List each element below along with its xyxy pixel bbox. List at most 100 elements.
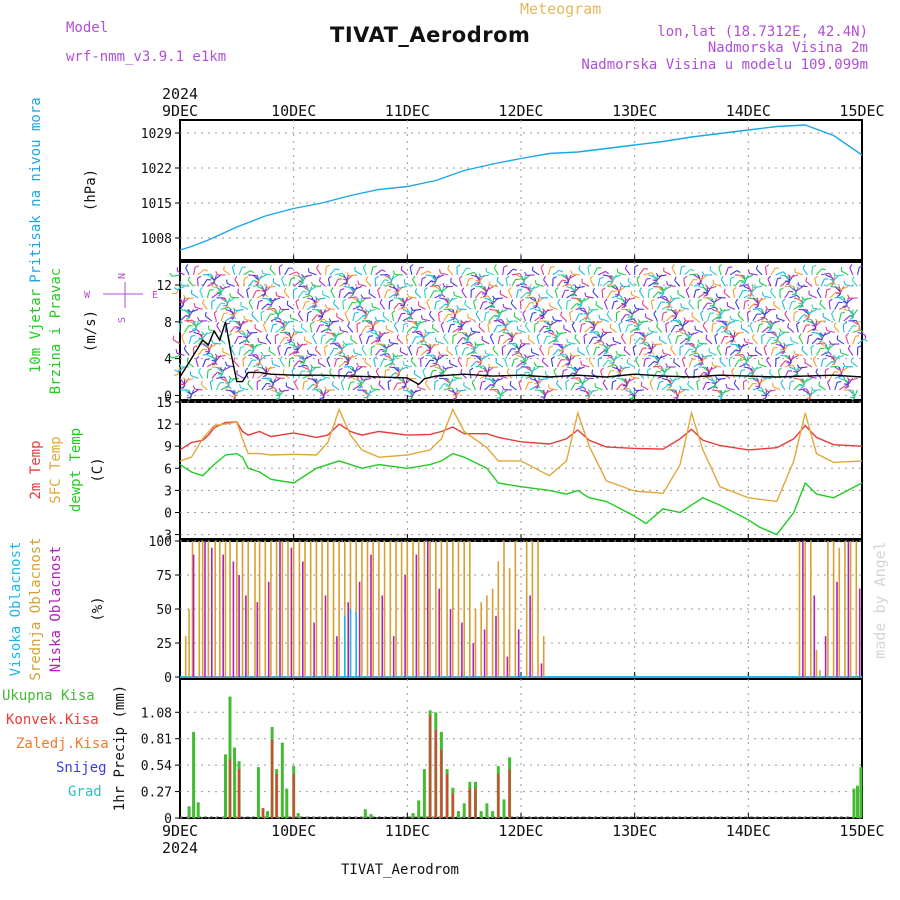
- wind-barb: [543, 336, 548, 345]
- wind-barb: [645, 331, 654, 337]
- wind-barb-feather: [211, 359, 216, 362]
- wind-barb-feather: [331, 339, 336, 344]
- wind-barb-feather: [763, 344, 768, 349]
- wind-barb-feather: [270, 385, 274, 390]
- wind-barb: [595, 304, 604, 310]
- wind-barb-feather: [324, 386, 328, 391]
- cloud-ytick-label: 0: [164, 671, 172, 686]
- wind-barb: [575, 313, 580, 322]
- wind-barb-feather: [249, 351, 254, 355]
- wind-barb-feather: [271, 360, 274, 365]
- wind-barb-feather: [314, 345, 318, 350]
- total_precip-bar: [369, 814, 373, 818]
- wind-barb: [757, 297, 763, 306]
- wind-barb: [493, 319, 502, 322]
- wind-barb: [527, 338, 535, 345]
- wind-barb: [717, 377, 726, 380]
- wind-barb: [566, 366, 575, 369]
- wind-barb-feather: [612, 379, 617, 383]
- wind-barb-feather: [793, 370, 798, 374]
- wind-barb: [739, 343, 745, 352]
- wind-barb-feather: [674, 391, 679, 395]
- wind-barb: [261, 297, 270, 300]
- wind-barb-feather: [663, 311, 668, 314]
- wind-barb: [616, 377, 625, 380]
- wind-barb: [475, 313, 481, 322]
- wind-barb: [791, 354, 799, 360]
- conv_precip-bar: [440, 749, 443, 818]
- wind-barb: [304, 354, 313, 360]
- wind-barb-feather: [766, 356, 769, 361]
- wind-barb-feather: [410, 389, 414, 393]
- wind-barb: [293, 281, 301, 287]
- wind-barb: [327, 278, 331, 287]
- wind-barb: [215, 382, 221, 391]
- wind-barb: [788, 274, 795, 282]
- wind-barb-feather: [374, 275, 379, 279]
- wind-barb: [652, 291, 659, 299]
- wind-barb: [587, 309, 590, 318]
- wind-barb: [517, 329, 526, 333]
- wind-barb-feather: [303, 380, 308, 383]
- wind-barb-feather: [216, 321, 220, 326]
- wind-barb: [227, 297, 235, 303]
- wind-barb: [500, 389, 508, 396]
- wind-barb: [354, 352, 363, 356]
- wind-barb-feather: [333, 299, 336, 304]
- wind-barb: [602, 360, 609, 368]
- wind-barb-feather: [792, 288, 797, 292]
- wind-barb-feather: [802, 264, 806, 269]
- wind-barb: [833, 325, 840, 333]
- wind-barb: [465, 358, 468, 367]
- wind-barb-feather: [197, 275, 202, 279]
- wind-barb: [797, 314, 804, 322]
- wind-barb: [243, 278, 245, 287]
- wind-barb: [552, 269, 560, 276]
- wind-barb-feather: [311, 302, 316, 305]
- wind-barb: [306, 383, 314, 391]
- wind-barb-feather: [229, 293, 232, 298]
- wind-barb-feather: [192, 323, 197, 327]
- wind-barb-feather: [324, 328, 329, 331]
- wind-barb-feather: [278, 388, 282, 392]
- wind-barb: [242, 358, 245, 367]
- wind-barb: [770, 267, 776, 276]
- wind-barb: [484, 377, 493, 381]
- wind-barb: [398, 366, 404, 375]
- wind-barb-feather: [541, 397, 546, 401]
- wind-barb-feather: [828, 298, 833, 302]
- wind-barb-feather: [402, 361, 405, 366]
- wind-barb: [636, 278, 640, 287]
- wind-barb: [593, 320, 599, 328]
- wind-barb: [389, 366, 398, 369]
- wind-barb: [444, 366, 453, 370]
- wind-barb-feather: [209, 379, 214, 383]
- wind-barb-feather: [305, 300, 310, 303]
- wind-barb-feather: [299, 282, 304, 286]
- wind-barb-feather: [765, 305, 769, 310]
- wind-barb: [270, 297, 276, 305]
- wind-barb-feather: [281, 275, 285, 280]
- wind-barb-feather: [444, 305, 449, 309]
- wind-barb: [254, 327, 263, 333]
- wind-barb: [332, 384, 340, 391]
- wind-barb: [267, 285, 276, 288]
- wind-barb: [549, 305, 558, 310]
- wind-barb-feather: [836, 335, 839, 340]
- wind-barb-feather: [828, 351, 832, 356]
- wind-barb: [520, 292, 528, 299]
- wind-barb: [620, 387, 630, 391]
- wind-barb-feather: [483, 370, 488, 373]
- wind-barb: [690, 331, 699, 336]
- wind-barb: [821, 332, 827, 340]
- wind-barb-feather: [355, 305, 361, 308]
- wind-barb: [338, 361, 346, 368]
- wind-barb: [522, 313, 527, 322]
- wind-barb-feather: [269, 265, 272, 270]
- wind-barb-feather: [642, 333, 647, 337]
- wind-barb-feather: [705, 285, 710, 290]
- wind-barb-feather: [781, 298, 786, 303]
- wind-barb-feather: [462, 337, 467, 340]
- wind-barb-feather: [808, 334, 813, 337]
- wind-barb: [643, 278, 648, 287]
